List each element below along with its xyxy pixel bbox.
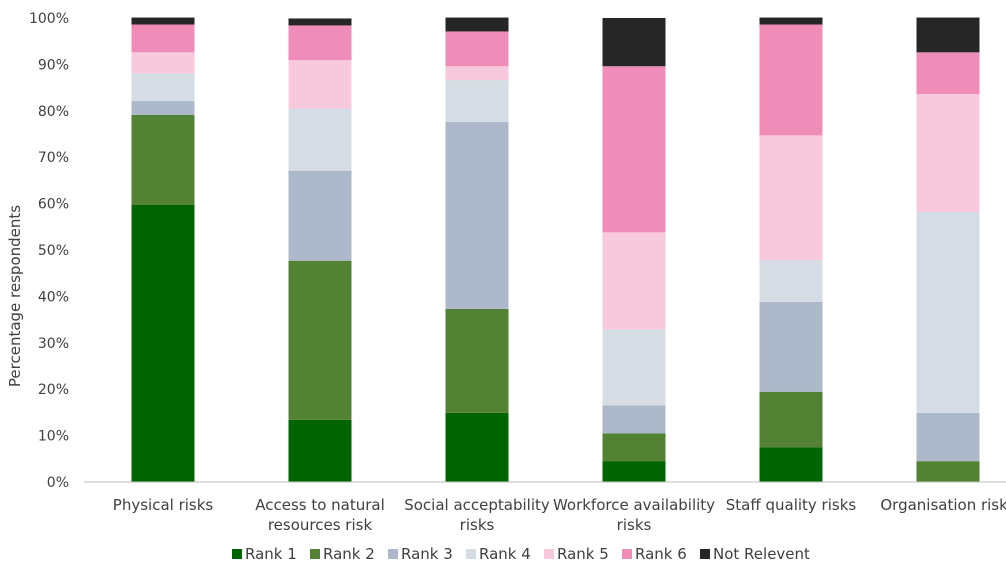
bar-segment [916, 461, 980, 482]
legend-label: Rank 3 [401, 545, 453, 563]
bar-segment [602, 329, 666, 406]
bar-segment [131, 101, 195, 115]
bar-segment [288, 25, 352, 61]
bar-segment [445, 66, 509, 81]
x-tick-label-line: Physical risks [113, 496, 214, 514]
x-tick-label-line: Staff quality risks [726, 496, 857, 514]
x-tick-label: Workforce availability risks [553, 496, 715, 534]
bar-segment [759, 17, 823, 25]
x-tick-label-line: Social acceptability [404, 496, 550, 514]
legend-label: Rank 6 [635, 545, 687, 563]
bar-segment [445, 17, 509, 32]
bar-segment [288, 60, 352, 109]
bars [131, 17, 980, 482]
y-tick-label: 0% [47, 475, 69, 491]
bar-segment [602, 18, 666, 67]
bar-segment [131, 24, 195, 53]
x-tick-label-line: resources risk [268, 516, 373, 534]
legend-swatch [700, 549, 710, 559]
bar-segment [759, 391, 823, 448]
legend-label: Rank 4 [479, 545, 531, 563]
x-tick-label: Physical risks [113, 496, 214, 514]
legend-swatch [232, 549, 242, 559]
legend: Rank 1 Rank 2 Rank 3 Rank 4 Rank 5 Rank 6 Not … [232, 545, 810, 563]
legend-swatch [310, 549, 320, 559]
bar-segment [759, 447, 823, 482]
x-axis-labels: Physical risks Access to natural resources… [113, 496, 1006, 534]
bar-segment [602, 232, 666, 330]
legend-swatch [622, 549, 632, 559]
legend-swatch [544, 549, 554, 559]
legend-swatch [388, 549, 398, 559]
bar-segment [602, 461, 666, 482]
bar-segment [445, 80, 509, 122]
y-tick-label: 70% [38, 150, 69, 166]
bar-segment [916, 412, 980, 462]
bar-segment [288, 170, 352, 261]
x-tick-label-line: risks [460, 516, 495, 534]
legend-swatch [466, 549, 476, 559]
bar-segment [131, 204, 195, 482]
y-tick-label: 60% [38, 197, 69, 213]
bar-segment [445, 121, 509, 309]
y-tick-label: 30% [38, 336, 69, 352]
bar-segment [602, 405, 666, 434]
x-tick-label: Access to natural resources risk [255, 496, 385, 534]
bar-segment [759, 260, 823, 302]
y-tick-label: 10% [38, 429, 69, 445]
bar-segment [288, 419, 352, 482]
bar-segment [131, 52, 195, 74]
x-tick-label: Social acceptability risks [404, 496, 550, 534]
y-tick-label: 100% [29, 11, 69, 27]
x-tick-label-line: Workforce availability [553, 496, 715, 514]
bar-segment [445, 31, 509, 67]
x-tick-label-line: Organisation risks [880, 496, 1006, 514]
x-tick-label-line: risks [617, 516, 652, 534]
y-tick-label: 40% [38, 289, 69, 305]
legend-label: Rank 1 [245, 545, 297, 563]
bar-segment [131, 17, 195, 25]
x-tick-label: Staff quality risks [726, 496, 857, 514]
legend-label: Rank 5 [557, 545, 609, 563]
bar-segment [445, 412, 509, 482]
y-tick-label: 90% [38, 57, 69, 73]
y-tick-label: 20% [38, 382, 69, 398]
x-tick-label-line: Access to natural [255, 496, 385, 514]
legend-label: Not Relevent [713, 545, 810, 563]
bar-segment [288, 260, 352, 420]
y-tick-label: 80% [38, 104, 69, 120]
y-tick-label: 50% [38, 243, 69, 259]
bar-segment [759, 301, 823, 392]
bar-segment [131, 73, 195, 102]
bar-segment [602, 66, 666, 233]
legend-label: Rank 2 [323, 545, 375, 563]
x-tick-label: Organisation risks [880, 496, 1006, 514]
bar-segment [916, 211, 980, 413]
bar-segment [759, 24, 823, 136]
bar-segment [916, 52, 980, 95]
bar-segment [445, 308, 509, 413]
y-axis-label: Percentage respondents [6, 205, 24, 387]
bar-segment [288, 18, 352, 26]
bar-segment [288, 108, 352, 171]
bar-segment [602, 433, 666, 462]
bar-segment [759, 135, 823, 261]
bar-segment [131, 114, 195, 205]
bar-segment [916, 94, 980, 212]
bar-segment [916, 17, 980, 53]
y-axis-ticks: 0% 10% 20% 30% 40% 50% 60% 70% 80% 90% 100% [29, 11, 69, 491]
